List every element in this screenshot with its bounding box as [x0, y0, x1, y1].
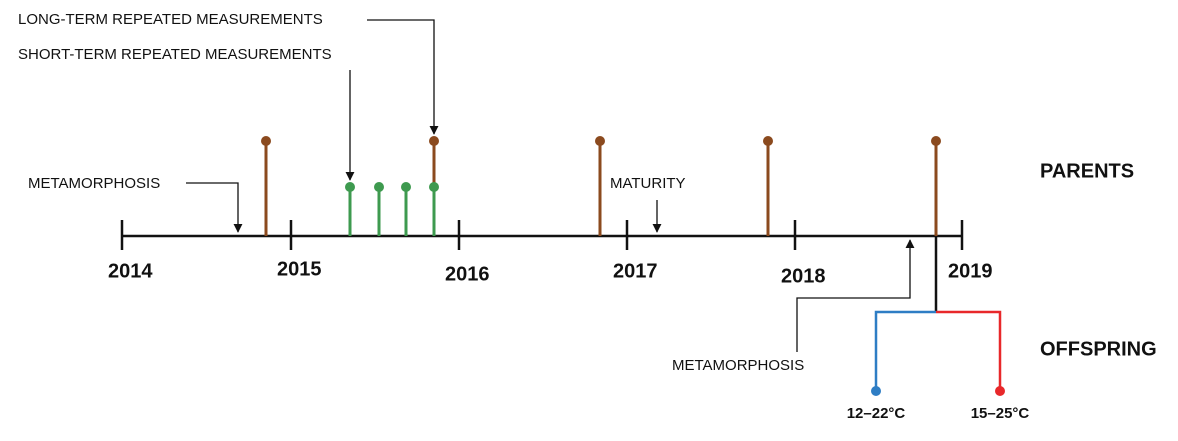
long-term-label: LONG-TERM REPEATED MEASUREMENTS	[18, 11, 323, 28]
long-term-stems	[261, 136, 941, 236]
stem-dot	[931, 136, 941, 146]
stem-dot	[401, 182, 411, 192]
ticks: 2014 2015 2016 2017 2018 2019	[108, 220, 993, 287]
cool-dot	[871, 386, 881, 396]
short-term-label: SHORT-TERM REPEATED MEASUREMENTS	[18, 46, 332, 63]
short-term-stems	[345, 182, 439, 236]
year-label: 2017	[613, 260, 658, 282]
warm-branch	[936, 310, 1002, 391]
stem-dot	[345, 182, 355, 192]
year-label: 2014	[108, 260, 153, 282]
parents-label: PARENTS	[1040, 160, 1134, 182]
long-term-arrow	[367, 19, 439, 135]
warm-dot	[995, 386, 1005, 396]
stem-dot	[763, 136, 773, 146]
year-label: 2015	[277, 258, 322, 280]
maturity-label: MATURITY	[610, 175, 686, 192]
stem-dot	[261, 136, 271, 146]
cool-temperature: 12–22°C	[847, 405, 906, 422]
stem-dot	[595, 136, 605, 146]
metamorphosis-parents-label: METAMORPHOSIS	[28, 175, 160, 192]
year-label: 2019	[948, 260, 993, 282]
cool-branch	[874, 310, 936, 391]
offspring-label: OFFSPRING	[1040, 338, 1157, 360]
metamorphosis-offspring-arrow	[796, 239, 915, 352]
metamorphosis-offspring-label: METAMORPHOSIS	[672, 357, 804, 374]
year-label: 2018	[781, 265, 826, 287]
warm-temperature: 15–25°C	[971, 405, 1030, 422]
year-label: 2016	[445, 263, 490, 285]
stem-dot	[429, 136, 439, 146]
metamorphosis-parents-arrow	[186, 182, 243, 233]
stem-dot	[374, 182, 384, 192]
stem-dot	[429, 182, 439, 192]
